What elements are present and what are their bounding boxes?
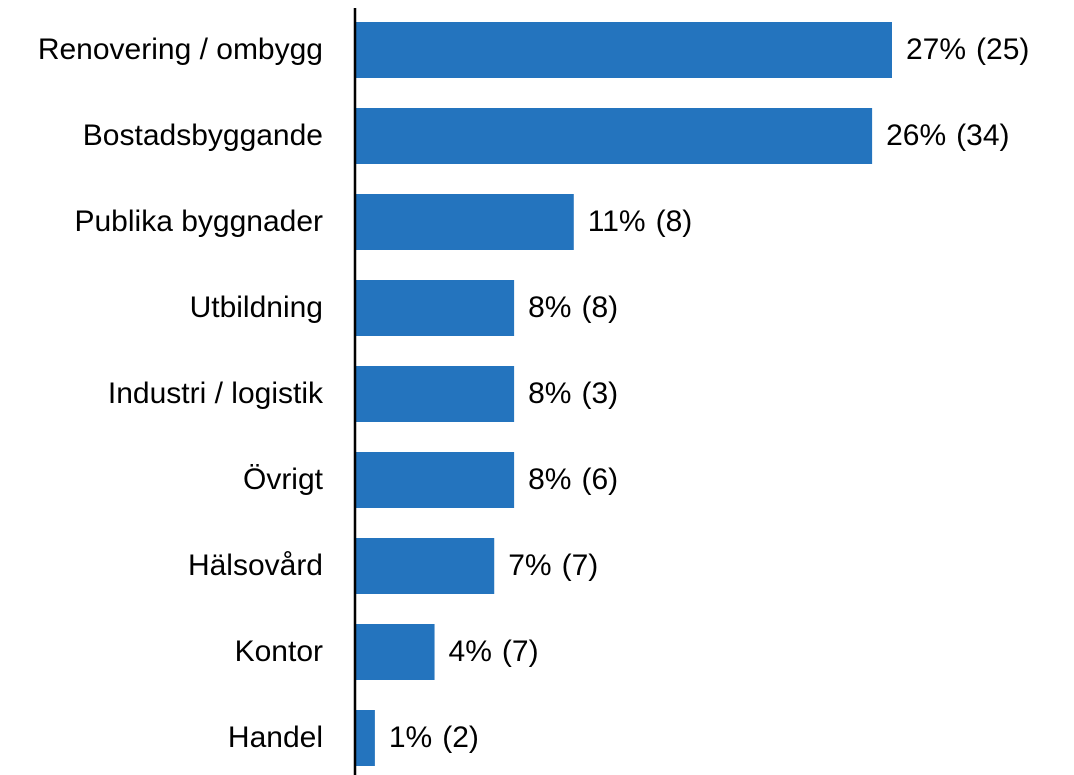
category-label: Hälsovård: [187, 549, 323, 582]
category-label: Renovering / ombygg: [37, 33, 323, 66]
value-label-percent: 26%: [886, 119, 947, 152]
category-label: Kontor: [234, 635, 323, 668]
value-label-count: (25): [976, 33, 1030, 66]
value-label-percent: 11%: [587, 205, 646, 238]
value-label-percent: 8%: [528, 463, 572, 496]
bar: [355, 710, 375, 766]
value-label: 7% (7): [508, 549, 608, 583]
bar: [355, 538, 495, 594]
bar: [355, 194, 574, 250]
value-label-count: (3): [581, 377, 619, 410]
bar: [355, 22, 892, 78]
category-label: Handel: [227, 721, 323, 754]
value-label: 4% (7): [449, 635, 549, 669]
category-label: Utbildning: [189, 291, 323, 324]
value-label: 11% (8): [588, 205, 703, 239]
category-label: Industri / logistik: [107, 377, 323, 410]
value-label-percent: 4%: [448, 635, 492, 668]
category-label: Publika byggnader: [74, 205, 323, 238]
value-label-count: (34): [956, 119, 1010, 152]
bar: [355, 452, 515, 508]
value-label: 1% (2): [389, 721, 489, 755]
value-label-percent: 1%: [388, 721, 433, 754]
value-label: 27% (25): [906, 33, 1039, 67]
bar: [355, 624, 435, 680]
value-label-count: (7): [561, 549, 599, 582]
value-label-percent: 8%: [528, 291, 572, 324]
value-label: 8% (3): [528, 377, 628, 411]
category-label: Övrigt: [242, 463, 323, 496]
bar: [355, 366, 515, 422]
value-label-count: (7): [501, 635, 539, 668]
category-label: Bostadsbyggande: [82, 119, 323, 152]
value-label: 26% (34): [886, 119, 1019, 153]
value-label-percent: 8%: [528, 377, 572, 410]
value-label: 8% (6): [528, 463, 628, 497]
value-label-percent: 27%: [906, 33, 967, 66]
value-label-count: (2): [442, 721, 479, 754]
bar: [355, 280, 515, 336]
value-label-count: (8): [581, 291, 619, 324]
value-label-count: (6): [581, 463, 619, 496]
value-label: 8% (8): [528, 291, 628, 325]
bar: [355, 108, 873, 164]
value-label-percent: 7%: [508, 549, 552, 582]
value-label-count: (8): [655, 205, 693, 238]
